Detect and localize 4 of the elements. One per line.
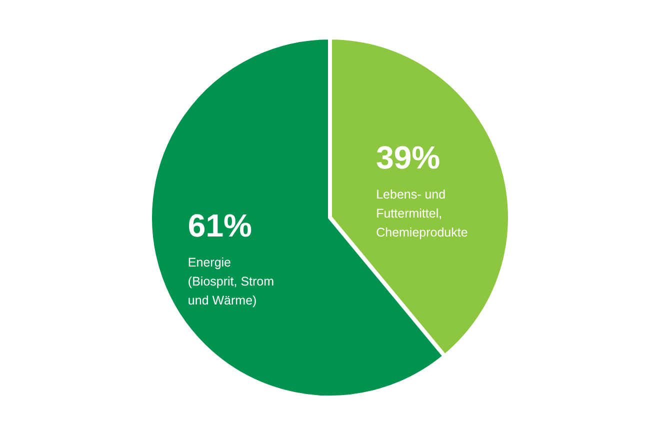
data-label: 39% (376, 140, 440, 176)
slice-label: Energie (Biosprit, Strom und Wärme) (188, 255, 274, 308)
data-label: 61% (188, 207, 252, 244)
slice-label: Lebens- und Futtermittel, Chemieprodukte (376, 188, 468, 240)
